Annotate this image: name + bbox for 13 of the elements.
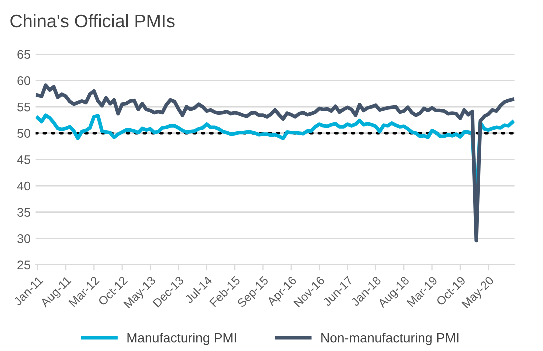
y-tick-label: 25 [18,260,30,270]
y-tick-label: 50 [18,129,30,138]
chart-title: China's Official PMIs [10,14,175,28]
y-tick-label: 35 [18,208,30,218]
line-series [36,84,515,243]
y-tick-label: 45 [17,156,30,164]
y-tick-label: 65 [18,50,30,60]
legend-label: Manufacturing PMI [128,333,236,346]
y-tick-label: 40 [17,182,30,191]
y-tick-label: 30 [18,234,30,244]
y-tick-label: 55 [18,102,30,112]
y-tick-label: 60 [18,76,30,86]
legend-label: Non-manufacturing PMI [322,333,459,346]
